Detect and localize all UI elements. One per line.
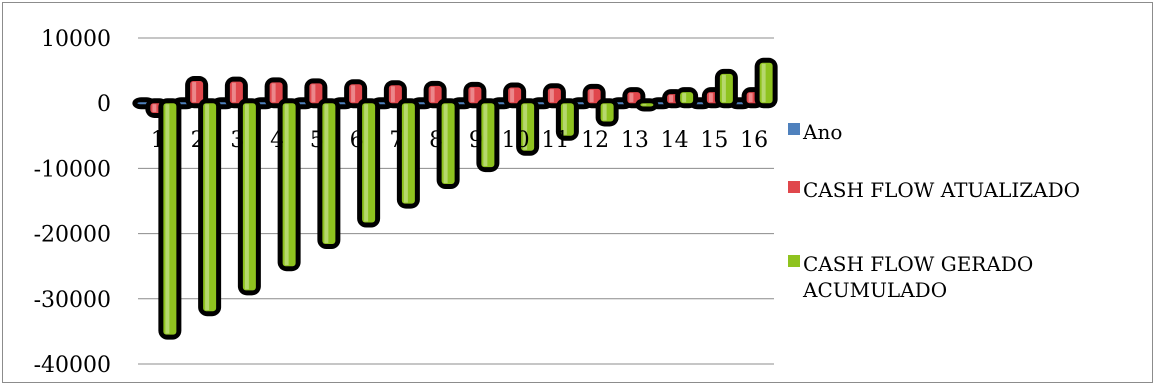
legend-label: CASH FLOW ATUALIZADO <box>803 178 1080 202</box>
x-tick-label: 13 <box>621 128 649 153</box>
bar-highlight <box>364 104 369 222</box>
bar <box>468 86 482 104</box>
bar-highlight <box>682 93 687 103</box>
bar <box>401 103 415 204</box>
y-tick-label: -30000 <box>34 288 111 313</box>
bar <box>229 81 243 104</box>
x-tick-label: 6 <box>350 128 364 153</box>
bar <box>349 84 363 104</box>
x-tick-label: 10 <box>502 128 530 153</box>
bar-highlight <box>589 89 594 103</box>
bar <box>190 81 204 104</box>
bar-highlight <box>351 85 356 103</box>
bar <box>547 88 561 104</box>
legend-label: CASH FLOW GERADO <box>803 252 1033 276</box>
bar-highlight <box>390 86 395 103</box>
bar-highlight <box>470 87 475 103</box>
x-tick-label: 11 <box>541 128 569 153</box>
x-tick-label: 8 <box>429 128 443 153</box>
bar <box>388 85 402 104</box>
x-tick-label: 4 <box>270 128 284 153</box>
legend: Ano CASH FLOW ATUALIZADO CASH FLOW GERADOA… <box>788 120 1080 302</box>
bar <box>309 83 323 104</box>
legend-swatch <box>788 123 800 135</box>
bar <box>680 92 694 104</box>
bar-highlight <box>629 93 634 103</box>
x-tick-label: 5 <box>310 128 324 153</box>
bar <box>441 103 455 185</box>
bar-highlight <box>510 88 515 103</box>
bar <box>242 103 256 291</box>
x-tick-label: 7 <box>389 128 403 153</box>
bar-highlight <box>192 82 197 103</box>
bar <box>587 88 601 104</box>
x-tick-label: 3 <box>230 128 244 153</box>
bar-highlight <box>602 104 607 121</box>
bar-highlight <box>748 93 753 103</box>
bar-highlight <box>165 104 170 334</box>
y-axis-ticks: 10000 0 -10000 -20000 -30000 -40000 <box>34 27 111 378</box>
x-tick-label: 2 <box>191 128 205 153</box>
bar <box>627 92 641 104</box>
y-tick-label: -40000 <box>34 353 111 378</box>
bar-highlight <box>443 104 448 184</box>
bar-highlight <box>152 104 157 112</box>
bar <box>600 103 614 122</box>
bar-highlight <box>721 74 726 103</box>
bar <box>508 87 522 104</box>
bar-highlight <box>669 95 674 103</box>
bar-highlight <box>205 104 210 311</box>
x-tick-label: 14 <box>661 128 689 153</box>
bar <box>640 103 654 107</box>
y-tick-label: -10000 <box>34 157 111 182</box>
legend-item: Ano <box>788 120 842 144</box>
legend-item: CASH FLOW ATUALIZADO <box>788 178 1080 202</box>
legend-label: ACUMULADO <box>802 278 947 302</box>
legend-swatch <box>788 181 800 193</box>
bar <box>719 73 733 104</box>
bar <box>759 62 773 104</box>
bar-highlight <box>483 104 488 167</box>
x-axis-categories: 1 2 3 4 5 6 7 8 9 10 11 12 13 14 15 16 <box>151 128 768 153</box>
bar-highlight <box>311 84 316 103</box>
chart-frame: 10000 0 -10000 -20000 -30000 -40000 1 2 3 4 5 6 7 8 9 1… <box>2 2 1153 383</box>
x-tick-label: 9 <box>469 128 483 153</box>
bar <box>163 103 177 335</box>
bar-highlight <box>430 86 435 103</box>
bar <box>322 103 336 245</box>
bar <box>362 103 376 223</box>
y-tick-label: 0 <box>97 92 111 117</box>
bar <box>203 103 217 312</box>
bar <box>269 82 283 104</box>
bar <box>560 103 574 136</box>
y-tick-label: 10000 <box>41 27 111 52</box>
legend-swatch <box>788 255 800 267</box>
x-tick-label: 15 <box>700 128 728 153</box>
y-tick-label: -20000 <box>34 223 111 248</box>
x-tick-label: 1 <box>151 128 165 153</box>
bar <box>428 85 442 104</box>
bar-highlight <box>403 104 408 203</box>
bars <box>132 57 778 340</box>
bar-highlight <box>761 63 766 103</box>
x-tick-label: 12 <box>581 128 609 153</box>
bar-highlight <box>642 104 647 106</box>
bar <box>521 103 535 151</box>
bar <box>282 103 296 267</box>
bar-highlight <box>271 83 276 103</box>
bar-highlight <box>549 89 554 103</box>
bar <box>481 103 495 168</box>
bar-highlight <box>324 104 329 244</box>
bar-highlight <box>244 104 249 290</box>
bar-highlight <box>523 104 528 150</box>
series-3 <box>158 57 778 340</box>
bar-highlight <box>231 82 236 103</box>
x-tick-label: 16 <box>740 128 768 153</box>
bar-highlight <box>708 93 713 103</box>
bar-highlight <box>284 104 289 266</box>
legend-label: Ano <box>802 120 842 144</box>
bar-highlight <box>562 104 567 135</box>
